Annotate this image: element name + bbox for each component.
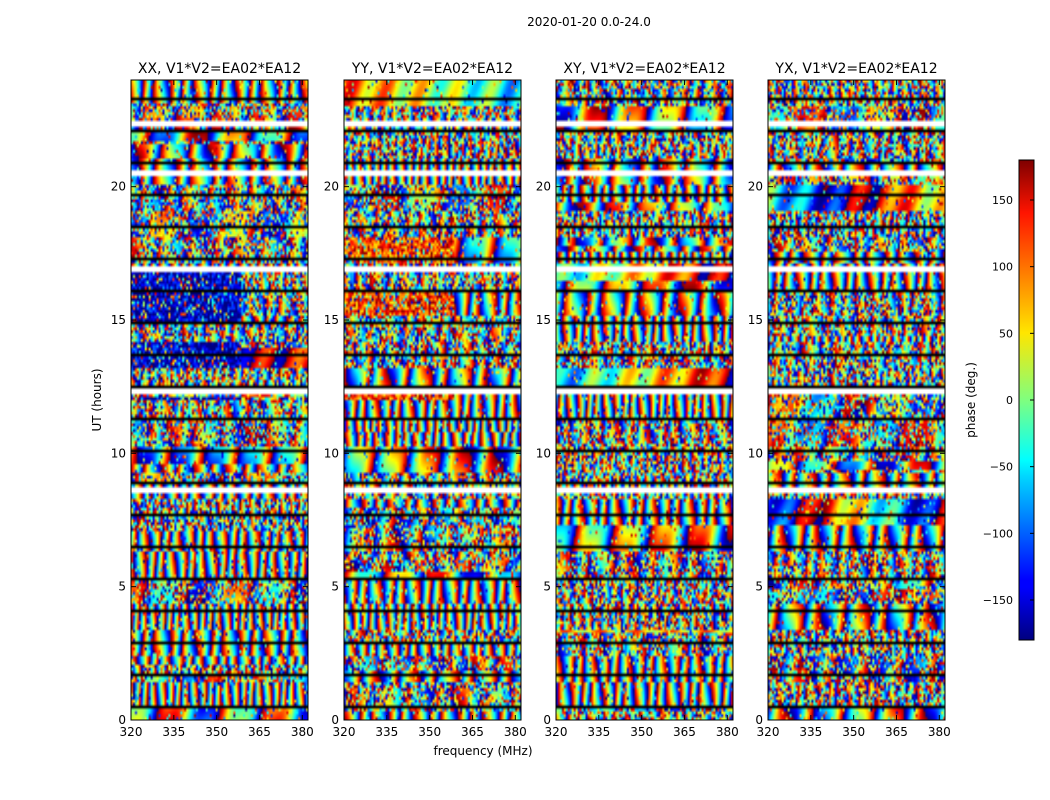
x-tick-label: 380 <box>504 725 527 739</box>
y-tick-label: 15 <box>748 313 763 327</box>
panel-title: YX, V1*V2=EA02*EA12 <box>774 61 937 77</box>
y-tick-label: 10 <box>536 446 551 460</box>
x-tick-label: 380 <box>716 725 739 739</box>
y-tick-label: 0 <box>543 713 551 727</box>
x-tick-label: 335 <box>162 725 185 739</box>
x-tick-label: 365 <box>248 725 271 739</box>
y-tick-label: 15 <box>111 313 126 327</box>
x-tick-label: 365 <box>461 725 484 739</box>
y-tick-label: 20 <box>324 180 339 194</box>
x-tick-label: 335 <box>375 725 398 739</box>
x-tick-label: 335 <box>587 725 610 739</box>
colorbar-tick-label: 150 <box>992 194 1013 207</box>
y-tick-label: 5 <box>331 580 339 594</box>
phase-raster <box>344 80 521 720</box>
y-tick-label: 15 <box>324 313 339 327</box>
panel-frame <box>343 79 522 721</box>
x-tick-label: 350 <box>630 725 653 739</box>
y-tick-label: 0 <box>755 713 763 727</box>
panel-title: XX, V1*V2=EA02*EA12 <box>138 61 301 77</box>
x-tick-label: 380 <box>928 725 951 739</box>
y-tick-label: 0 <box>118 713 126 727</box>
x-tick-label: 320 <box>120 725 143 739</box>
figure-suptitle: 2020-01-20 0.0-24.0 <box>527 15 651 29</box>
y-tick-label: 20 <box>748 180 763 194</box>
colorbar-tick-label: 100 <box>992 261 1013 274</box>
y-tick-label: 5 <box>118 580 126 594</box>
y-tick-label: 20 <box>111 180 126 194</box>
x-tick-label: 335 <box>799 725 822 739</box>
colorbar-tick-label: 0 <box>1006 394 1013 407</box>
colorbar-tick-label: −150 <box>983 594 1013 607</box>
y-tick-label: 20 <box>536 180 551 194</box>
x-tick-label: 365 <box>885 725 908 739</box>
x-tick-label: 350 <box>205 725 228 739</box>
x-tick-label: 350 <box>842 725 865 739</box>
colorbar-tick-label: 50 <box>999 327 1013 340</box>
panel-xx: XX, V1*V2=EA02*EA12 320 335 350 365 380 0 5 10 15… <box>111 61 314 739</box>
panel-title: XY, V1*V2=EA02*EA12 <box>563 61 725 77</box>
x-tick-label: 350 <box>418 725 441 739</box>
x-tick-label: 320 <box>757 725 780 739</box>
colorbar: 150 100 50 0 −50 −100 −150 phase (deg.) <box>964 159 1035 641</box>
panel-frame <box>767 79 946 721</box>
x-tick-label: 380 <box>291 725 314 739</box>
x-tick-label: 320 <box>333 725 356 739</box>
x-axis-label: frequency (MHz) <box>433 744 532 758</box>
colorbar-label: phase (deg.) <box>964 362 978 438</box>
phase-raster <box>556 80 733 720</box>
colorbar-tick-label: −100 <box>983 527 1013 540</box>
y-tick-label: 15 <box>536 313 551 327</box>
colorbar-tick-label: −50 <box>990 461 1013 474</box>
panel-frame <box>130 79 309 721</box>
y-tick-label: 10 <box>111 446 126 460</box>
phase-raster <box>131 80 308 720</box>
y-tick-label: 10 <box>748 446 763 460</box>
y-tick-label: 5 <box>755 580 763 594</box>
panel-frame <box>555 79 734 721</box>
panels-group: XX, V1*V2=EA02*EA12 320 335 350 365 380 0 5 10 15… <box>111 61 951 739</box>
y-tick-label: 0 <box>331 713 339 727</box>
phase-raster <box>768 80 945 720</box>
x-tick-label: 365 <box>673 725 696 739</box>
panel-yy: YY, V1*V2=EA02*EA12 320 335 350 365 380 0 5 10 15… <box>324 61 527 739</box>
y-axis-label: UT (hours) <box>90 368 104 431</box>
colorbar-ticks: 150 100 50 0 −50 −100 −150 <box>983 194 1034 607</box>
y-tick-label: 5 <box>543 580 551 594</box>
panel-yx: YX, V1*V2=EA02*EA12 320 335 350 365 380 0 5 10 15… <box>748 61 951 739</box>
x-tick-label: 320 <box>545 725 568 739</box>
y-tick-label: 10 <box>324 446 339 460</box>
panel-xy: XY, V1*V2=EA02*EA12 320 335 350 365 380 0 5 10 15… <box>536 61 739 739</box>
panel-title: YY, V1*V2=EA02*EA12 <box>351 61 513 77</box>
